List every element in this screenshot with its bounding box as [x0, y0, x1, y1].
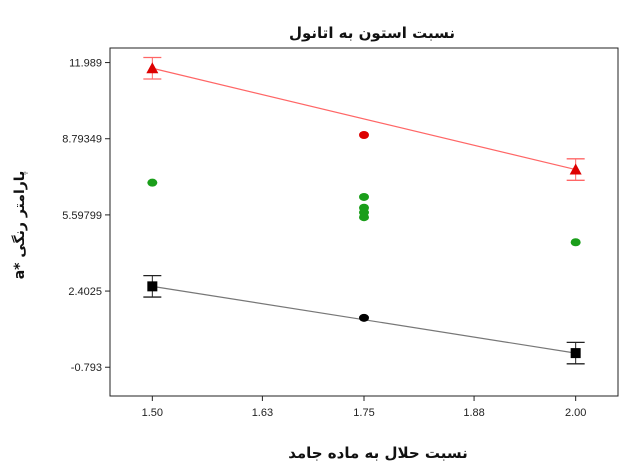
x-tick-label: 1.75: [353, 407, 374, 419]
chart-title: نسبت استون به اتانول: [289, 24, 455, 42]
x-tick-label: 1.63: [252, 407, 273, 419]
data-markers: [146, 62, 582, 359]
y-tick-label: 8.79349: [62, 134, 102, 146]
middle-point: [359, 213, 369, 222]
x-axis-ticks: 1.50 1.63 1.75 1.88 2.00: [142, 396, 586, 419]
upper-design-point: [146, 62, 159, 74]
lower-point: [359, 313, 369, 322]
lower-design-point: [147, 281, 158, 292]
y-tick-label: 2.4025: [68, 286, 102, 298]
upper-design-point: [569, 163, 582, 175]
y-axis-label: پارامتر رنگی *a: [11, 171, 28, 280]
y-tick-label: 11.989: [69, 58, 102, 70]
x-tick-label: 1.88: [463, 407, 484, 419]
middle-point: [570, 238, 581, 247]
y-tick-label: -0.793: [71, 362, 102, 374]
y-tick-label: 5.59799: [62, 210, 102, 222]
x-tick-label: 1.50: [142, 407, 163, 419]
plot-frame: [109, 47, 619, 397]
upper-point: [359, 131, 369, 139]
x-tick-label: 2.00: [565, 407, 586, 419]
x-axis-label: نسبت حلال به ماده جامد: [288, 444, 468, 462]
lower-design-point: [570, 348, 581, 359]
middle-point: [359, 192, 369, 201]
upper-fit-line: [152, 67, 576, 171]
middle-point: [147, 178, 158, 187]
y-axis-ticks: -0.793 2.4025 5.59799 8.79349 11.989: [62, 58, 110, 374]
